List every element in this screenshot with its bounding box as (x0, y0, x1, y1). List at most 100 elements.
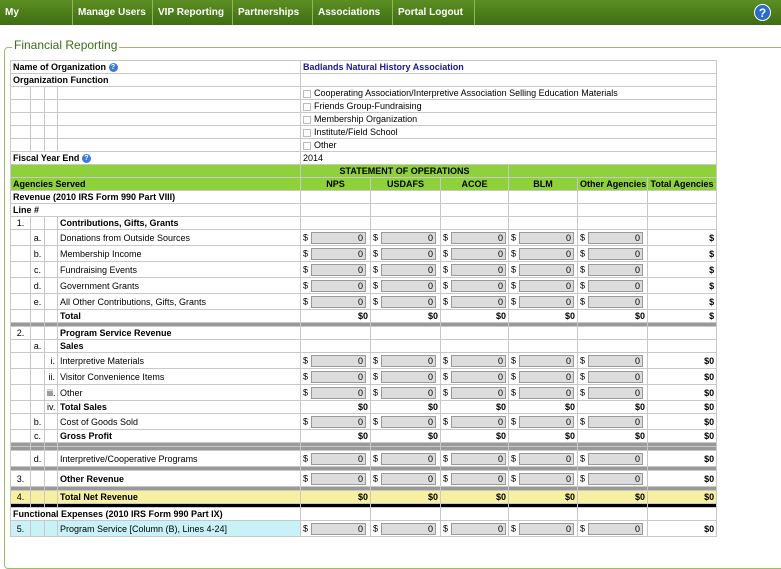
checkbox[interactable] (303, 89, 312, 98)
amount-input[interactable]: 0 (519, 522, 575, 535)
amount-input[interactable]: 0 (381, 522, 437, 535)
currency: $ (373, 452, 379, 463)
cell (577, 507, 649, 521)
amount-input[interactable]: 0 (519, 370, 575, 383)
amount-input[interactable]: 0 (311, 247, 367, 260)
checkbox[interactable] (303, 115, 312, 124)
amount-input[interactable]: 0 (311, 386, 367, 399)
help-icon[interactable]: ? (754, 4, 771, 21)
cell (370, 216, 442, 230)
amount-input[interactable]: 0 (311, 231, 367, 244)
amount-input[interactable]: 0 (588, 370, 644, 383)
nav-tab[interactable]: Manage Users (73, 0, 153, 25)
amount-input[interactable]: 0 (381, 279, 437, 292)
amount-input[interactable]: 0 (311, 279, 367, 292)
amount-input[interactable]: 0 (381, 354, 437, 367)
amount-input[interactable]: 0 (381, 452, 437, 465)
amount-input[interactable]: 0 (588, 522, 644, 535)
amount-input[interactable]: 0 (519, 354, 575, 367)
amount-input[interactable]: 0 (381, 247, 437, 260)
amount-input[interactable]: 0 (588, 231, 644, 244)
amount-input[interactable]: 0 (311, 295, 367, 308)
amount-input[interactable]: 0 (451, 231, 507, 244)
cell: 2014 (300, 151, 718, 165)
amount-input[interactable]: 0 (451, 263, 507, 276)
section-title: Financial Reporting (12, 38, 120, 52)
amount-input[interactable]: 0 (588, 452, 644, 465)
cell (577, 326, 649, 340)
table-row: Cooperating Association/Interpretive Ass… (10, 86, 718, 100)
currency: $ (373, 247, 379, 258)
checkbox[interactable] (303, 102, 312, 111)
currency: $ (443, 472, 449, 483)
cell (300, 73, 718, 87)
currency: $ (303, 247, 309, 258)
checkbox[interactable] (303, 128, 312, 137)
amount-input[interactable]: 0 (311, 354, 367, 367)
amount-input[interactable]: 0 (381, 415, 437, 428)
nav-tab[interactable]: My Dashboard (0, 0, 73, 43)
amount-input[interactable]: 0 (381, 386, 437, 399)
amount-input[interactable]: 0 (451, 386, 507, 399)
amount-input[interactable]: 0 (381, 231, 437, 244)
amount-input[interactable]: 0 (588, 386, 644, 399)
amount-input[interactable]: 0 (381, 472, 437, 485)
amount-input[interactable]: 0 (588, 247, 644, 260)
cell: Gross Profit (56, 429, 302, 443)
amount-input[interactable]: 0 (451, 415, 507, 428)
cell (30, 368, 45, 385)
checkbox[interactable] (303, 141, 312, 150)
table-row: d. Interpretive/Cooperative Programs $0 $0 $… (10, 450, 718, 467)
amount-input[interactable]: 0 (519, 263, 575, 276)
currency: $ (511, 522, 517, 533)
nav-tab[interactable]: Portal Logout (393, 0, 475, 25)
nav-tab[interactable]: Associations (313, 0, 393, 25)
amount-input[interactable]: 0 (519, 279, 575, 292)
amount-input[interactable]: 0 (519, 452, 575, 465)
amount-input[interactable]: 0 (381, 263, 437, 276)
cell: $ (647, 277, 718, 294)
amount-input[interactable]: 0 (519, 247, 575, 260)
amount-input[interactable]: 0 (451, 452, 507, 465)
currency: $ (303, 231, 309, 242)
amount-input[interactable]: 0 (451, 354, 507, 367)
cell: $0 (577, 261, 649, 278)
amount-input[interactable]: 0 (451, 522, 507, 535)
cell: 2. (10, 326, 31, 340)
cell: $0 (300, 413, 372, 430)
amount-input[interactable]: 0 (451, 295, 507, 308)
amount-input[interactable]: 0 (451, 247, 507, 260)
cell: $0 (647, 429, 718, 443)
cell (508, 216, 579, 230)
amount-input[interactable]: 0 (451, 370, 507, 383)
amount-input[interactable]: 0 (588, 472, 644, 485)
amount-input[interactable]: 0 (451, 472, 507, 485)
amount-input[interactable]: 0 (588, 354, 644, 367)
nav-tab[interactable]: VIP Reporting (153, 0, 233, 25)
amount-input[interactable]: 0 (311, 452, 367, 465)
amount-input[interactable]: 0 (311, 472, 367, 485)
amount-input[interactable]: 0 (588, 263, 644, 276)
amount-input[interactable]: 0 (519, 415, 575, 428)
cell (10, 86, 31, 100)
amount-input[interactable]: 0 (588, 279, 644, 292)
amount-input[interactable]: 0 (311, 415, 367, 428)
cell: $0 (440, 400, 510, 414)
amount-input[interactable]: 0 (588, 295, 644, 308)
nav-tab[interactable]: Partnerships (233, 0, 313, 25)
amount-input[interactable]: 0 (381, 370, 437, 383)
amount-input[interactable]: 0 (311, 522, 367, 535)
amount-input[interactable]: 0 (311, 263, 367, 276)
help-icon[interactable]: ? (81, 154, 91, 164)
help-icon[interactable]: ? (108, 63, 118, 73)
amount-input[interactable]: 0 (311, 370, 367, 383)
amount-input[interactable]: 0 (519, 295, 575, 308)
amount-input[interactable]: 0 (381, 295, 437, 308)
cell (440, 339, 510, 353)
amount-input[interactable]: 0 (519, 472, 575, 485)
amount-input[interactable]: 0 (588, 415, 644, 428)
amount-input[interactable]: 0 (519, 386, 575, 399)
amount-input[interactable]: 0 (519, 231, 575, 244)
amount-input[interactable]: 0 (451, 279, 507, 292)
